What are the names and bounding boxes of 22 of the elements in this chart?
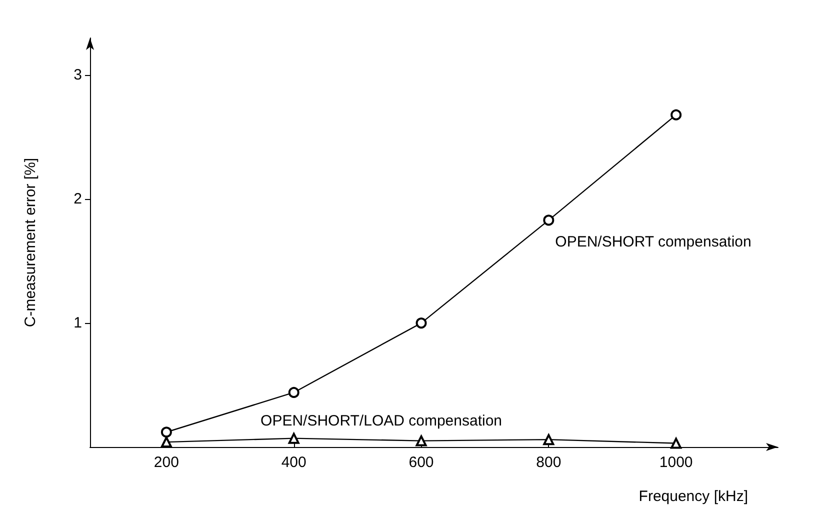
point xyxy=(288,386,300,398)
point xyxy=(160,426,172,438)
x-tick-label: 1000 xyxy=(659,454,693,471)
point xyxy=(416,435,427,446)
y-tick-label: 3 xyxy=(74,66,82,84)
point xyxy=(543,214,554,226)
point xyxy=(416,318,427,329)
x-tick-label: 800 xyxy=(536,454,562,471)
point xyxy=(543,434,554,446)
x-tick-label: 200 xyxy=(154,454,179,471)
point xyxy=(160,436,172,448)
series-label: OPEN/SHORT/LOAD compensation xyxy=(260,412,502,430)
y-tick-label: 1 xyxy=(74,314,82,332)
point xyxy=(670,109,682,120)
series-label: OPEN/SHORT compensation xyxy=(555,234,752,251)
y-tick-label: 2 xyxy=(74,190,82,208)
x-axis-title: Frequency [kHz] xyxy=(638,488,748,505)
x-tick-label: 400 xyxy=(281,454,306,471)
y-axis-title: C-measurement error [%] xyxy=(22,158,39,328)
point xyxy=(288,432,300,444)
point xyxy=(670,438,682,449)
x-tick-label: 600 xyxy=(408,454,434,471)
